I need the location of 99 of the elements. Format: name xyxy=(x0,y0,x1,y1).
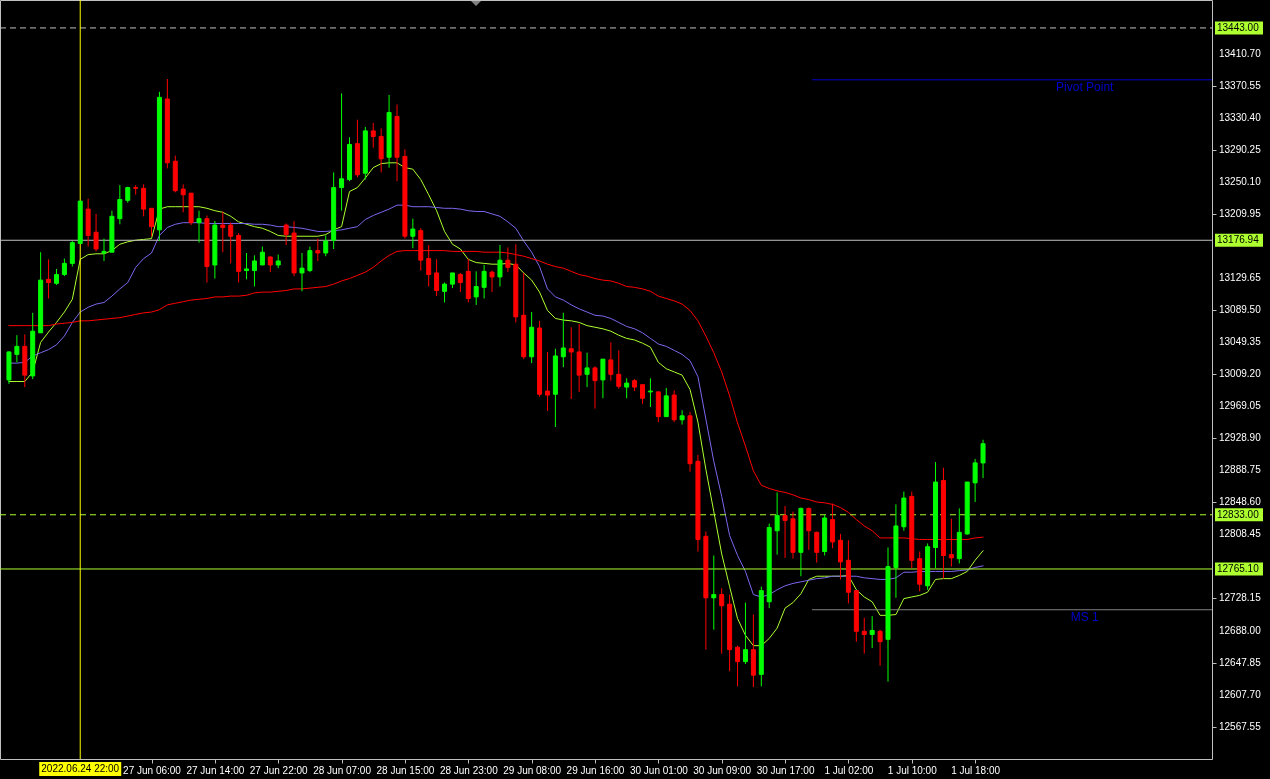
candlestick xyxy=(608,341,614,382)
y-tick-label: 13250.10 xyxy=(1219,175,1262,187)
y-tick-label: 13049.35 xyxy=(1219,336,1262,348)
candlestick xyxy=(711,554,717,631)
y-tick-label: 13009.20 xyxy=(1219,368,1262,380)
x-tick-label: 29 Jun 16:00 xyxy=(566,764,625,776)
candlestick xyxy=(307,246,313,273)
candlestick xyxy=(560,312,566,368)
candlestick xyxy=(584,352,590,388)
y-tick-label: 13089.50 xyxy=(1219,304,1262,316)
candlestick xyxy=(228,222,234,264)
ref-line-label: 12765.10 xyxy=(1217,562,1260,574)
y-tick-label: 12728.15 xyxy=(1219,592,1262,604)
candlestick xyxy=(647,377,653,408)
y-tick-label: 12688.00 xyxy=(1219,624,1262,636)
candlestick xyxy=(149,207,155,237)
candlestick xyxy=(93,213,99,252)
candlestick xyxy=(299,252,305,292)
candlestick xyxy=(774,491,780,556)
candlestick xyxy=(473,270,479,306)
candlestick xyxy=(259,246,265,266)
candlestick xyxy=(196,210,202,244)
candlestick xyxy=(497,244,503,288)
candlestick xyxy=(861,617,867,655)
y-tick-label: 12888.75 xyxy=(1219,464,1262,476)
x-tick-label: 28 Jun 15:00 xyxy=(376,764,435,776)
candlestick xyxy=(972,458,978,503)
x-tick-label: 29 Jun 08:00 xyxy=(503,764,562,776)
x-tick-label: 30 Jun 17:00 xyxy=(756,764,815,776)
candlestick xyxy=(410,218,416,249)
x-tick-label: 1 Jul 10:00 xyxy=(887,764,938,776)
candlestick xyxy=(378,128,384,173)
x-tick-label: 1 Jul 18:00 xyxy=(951,764,1001,776)
candlestick xyxy=(457,272,463,293)
candlestick xyxy=(663,387,669,418)
candlestick xyxy=(742,602,748,665)
y-tick-label: 13209.95 xyxy=(1219,207,1262,219)
y-tick-label: 12808.45 xyxy=(1219,528,1262,540)
candlestick xyxy=(624,377,630,399)
candlestick xyxy=(719,587,725,655)
y-tick-label: 12848.60 xyxy=(1219,496,1262,508)
candlestick xyxy=(544,351,550,412)
candlestick xyxy=(283,222,289,246)
y-tick-label: 12567.55 xyxy=(1219,720,1262,732)
candlestick xyxy=(806,507,812,551)
candlestick xyxy=(370,122,376,149)
x-tick-label: 27 Jun 14:00 xyxy=(186,764,245,776)
candlestick xyxy=(877,629,883,667)
x-tick-label: 1 Jul 02:00 xyxy=(824,764,874,776)
y-tick-label: 13290.25 xyxy=(1219,143,1262,155)
ref-line-label: 13443.00 xyxy=(1217,21,1260,33)
candlestick xyxy=(69,240,75,268)
candlestick xyxy=(782,505,788,559)
y-tick-label: 12647.85 xyxy=(1219,656,1262,668)
candlestick xyxy=(592,365,598,410)
candlestick xyxy=(735,645,741,687)
x-tick-label: 30 Jun 01:00 xyxy=(629,764,689,776)
x-tick-label: 30 Jun 09:00 xyxy=(693,764,752,776)
y-tick-label: 12969.05 xyxy=(1219,400,1262,412)
candlestick xyxy=(568,326,574,400)
candlestick xyxy=(600,358,606,399)
candlestick xyxy=(434,258,440,297)
candlestick xyxy=(251,254,257,288)
y-tick-label: 12928.90 xyxy=(1219,432,1262,444)
candlestick xyxy=(869,615,875,649)
candlestick xyxy=(980,439,986,479)
candlestick xyxy=(814,531,820,564)
y-tick-label: 13129.65 xyxy=(1219,272,1262,284)
y-tick-label: 12607.70 xyxy=(1219,688,1262,700)
candlestick xyxy=(220,211,226,253)
ref-line-label: MS 1 xyxy=(1070,609,1100,624)
candlestick xyxy=(117,184,123,225)
candlestick xyxy=(315,238,321,262)
candlestick xyxy=(141,183,147,217)
candlestick xyxy=(679,409,685,426)
x-tick-label: 27 Jun 22:00 xyxy=(249,764,309,776)
x-tick-label: 28 Jun 23:00 xyxy=(439,764,499,776)
ref-line-label: 13176.94 xyxy=(1217,234,1260,246)
candlestick xyxy=(481,264,487,299)
candlestick xyxy=(837,533,843,580)
ref-line-label: 12833.00 xyxy=(1217,508,1260,520)
ref-line-label: Pivot Point xyxy=(1056,79,1115,94)
candlestick xyxy=(616,349,622,390)
x-tick-label: 2022.06.24 22:00 xyxy=(41,763,120,774)
candlestick xyxy=(339,92,345,212)
candlestick xyxy=(244,252,250,280)
candlestick xyxy=(576,323,582,393)
y-tick-label: 13410.70 xyxy=(1219,47,1262,59)
y-tick-label: 13330.40 xyxy=(1219,111,1262,123)
candlestick xyxy=(101,238,107,262)
candlestick xyxy=(323,234,329,257)
candlestick xyxy=(46,258,52,299)
candlestick xyxy=(14,334,20,363)
candlestick xyxy=(489,270,495,293)
candlestick xyxy=(640,384,646,405)
candlestick xyxy=(180,183,186,213)
y-tick-label: 13370.55 xyxy=(1219,79,1262,91)
x-tick-label: 28 Jun 07:00 xyxy=(313,764,372,776)
x-tick-label: 27 Jun 06:00 xyxy=(123,764,182,776)
